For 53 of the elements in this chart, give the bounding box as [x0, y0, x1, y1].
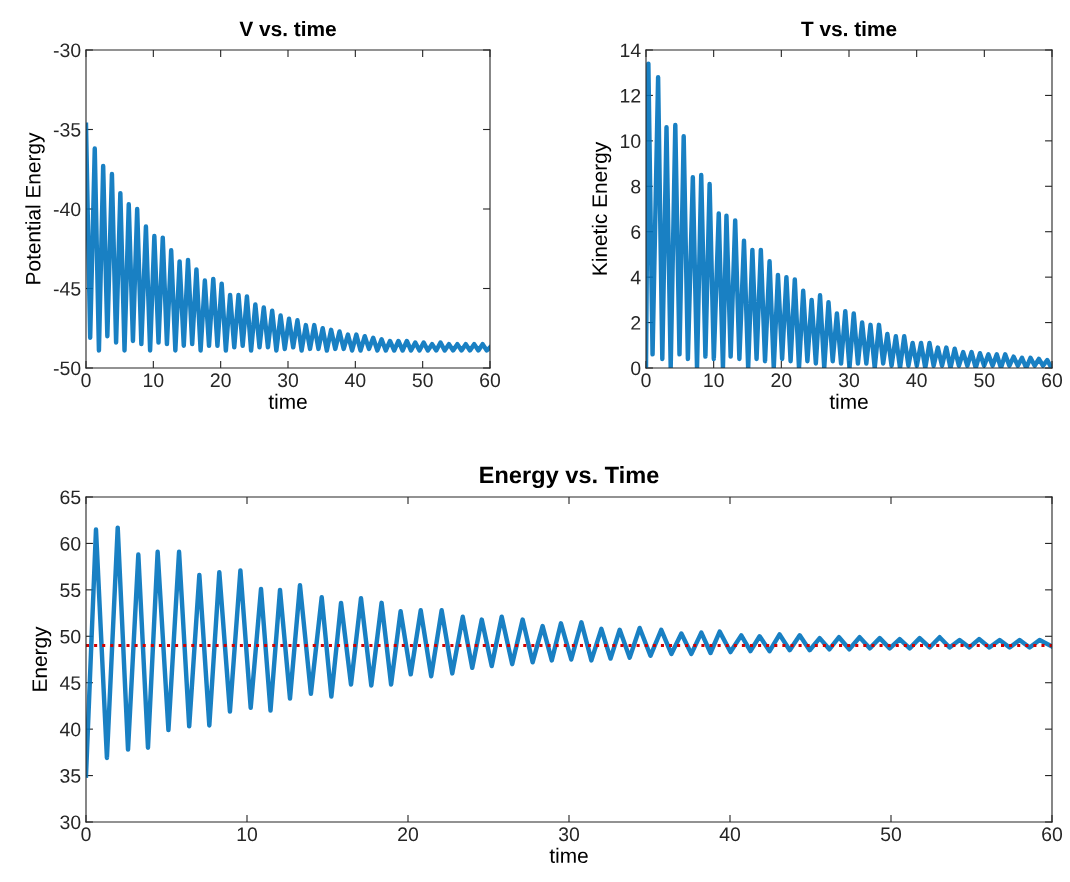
x-tick-label: 10 [237, 827, 258, 842]
chart-title: V vs. time [239, 21, 336, 37]
x-tick-label: 30 [277, 373, 299, 388]
y-tick-label: 65 [60, 490, 81, 505]
x-tick-label: 0 [81, 373, 91, 388]
x-tick-label: 40 [344, 373, 366, 388]
x-axis-title: time [268, 393, 307, 410]
y-tick-label: 60 [60, 536, 81, 551]
x-tick-label: 60 [1042, 373, 1063, 388]
x-tick-label: 40 [719, 827, 741, 842]
x-tick-label: 50 [412, 373, 433, 388]
y-tick-label: -50 [53, 361, 81, 376]
y-tick-label: 4 [630, 270, 641, 285]
y-tick-label: 35 [60, 769, 81, 783]
y-tick-label: 30 [60, 815, 81, 830]
line-series [86, 525, 1052, 778]
y-tick-label: -30 [53, 43, 81, 58]
x-tick-label: 30 [558, 827, 580, 842]
x-tick-label: 0 [641, 373, 651, 388]
y-tick-label: 0 [631, 361, 641, 376]
y-tick-label: -35 [53, 122, 81, 137]
y-tick-label: 45 [59, 676, 81, 690]
x-tick-label: 40 [906, 373, 927, 388]
line-series [86, 122, 490, 353]
x-tick-label: 10 [704, 373, 724, 388]
chart-title: Energy vs. Time [480, 466, 659, 489]
x-tick-label: 60 [480, 373, 501, 388]
x-tick-label: 50 [974, 373, 995, 388]
x-tick-label: 50 [880, 827, 902, 842]
y-axis-title: Kinetic Energy [591, 141, 612, 275]
y-axis-title: Energy [32, 626, 52, 691]
y-tick-label: 55 [60, 583, 81, 598]
y-tick-label: 40 [59, 722, 81, 737]
y-tick-label: -45 [53, 282, 81, 296]
x-tick-label: 60 [1042, 827, 1063, 842]
x-tick-label: 0 [81, 827, 91, 842]
y-tick-label: -40 [53, 202, 81, 217]
y-tick-label: 2 [631, 316, 641, 330]
y-tick-label: 8 [631, 179, 641, 194]
x-axis-title: time [549, 847, 588, 864]
x-tick-label: 20 [210, 373, 231, 388]
y-tick-label: 12 [621, 88, 641, 103]
x-tick-label: 20 [771, 373, 792, 388]
x-tick-label: 10 [144, 373, 164, 388]
y-tick-label: 14 [621, 43, 641, 58]
x-tick-label: 30 [838, 373, 860, 388]
y-tick-label: 6 [631, 225, 641, 239]
y-axis-title: Potential Energy [25, 132, 45, 284]
y-tick-label: 50 [60, 629, 81, 644]
chart-title: T vs. time [801, 21, 897, 37]
x-tick-label: 20 [398, 827, 419, 842]
y-tick-label: 10 [621, 134, 641, 149]
x-axis-title: time [829, 393, 868, 410]
